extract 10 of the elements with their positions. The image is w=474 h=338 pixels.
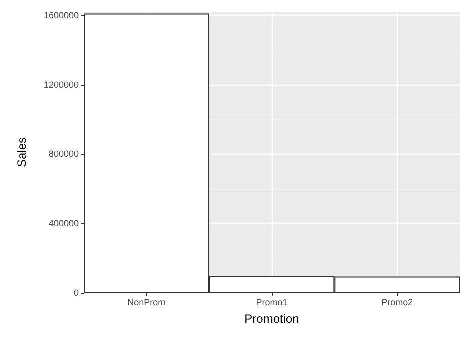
- x-axis-title: Promotion: [244, 312, 300, 326]
- y-tick-label: 1600000: [44, 10, 79, 20]
- x-tick-label: Promo1: [256, 298, 288, 308]
- y-axis-title: Sales: [15, 137, 29, 168]
- y-tick-label: 0: [74, 288, 79, 298]
- x-tick-label: Promo2: [382, 298, 414, 308]
- y-tick-label: 800000: [48, 149, 79, 160]
- x-tick-label: NonProm: [128, 298, 166, 308]
- y-tick-label: 400000: [48, 218, 79, 229]
- y-tick-label: 1200000: [44, 80, 79, 90]
